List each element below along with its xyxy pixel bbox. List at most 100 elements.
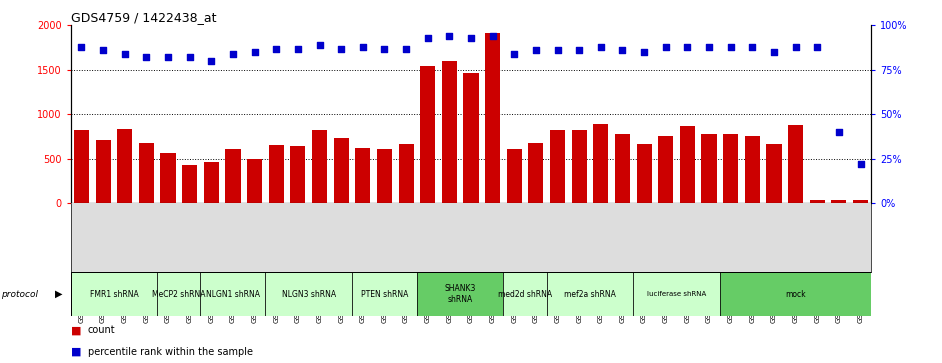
Point — [572, 48, 587, 53]
Bar — [810, 200, 825, 203]
Bar — [853, 200, 869, 203]
Point — [117, 51, 132, 57]
Bar — [117, 130, 132, 203]
Point — [788, 44, 804, 50]
Point — [723, 44, 739, 50]
Point — [247, 49, 262, 55]
Text: ■: ■ — [71, 325, 85, 335]
Bar — [507, 149, 522, 203]
Bar — [160, 154, 175, 203]
Bar — [355, 148, 370, 203]
Bar — [333, 138, 349, 203]
Text: med2d shRNA: med2d shRNA — [498, 290, 552, 298]
Bar — [377, 149, 392, 203]
Bar — [463, 73, 479, 203]
Point — [593, 44, 609, 50]
Text: NLGN1 shRNA: NLGN1 shRNA — [206, 290, 260, 298]
Bar — [420, 66, 435, 203]
Bar — [95, 140, 110, 203]
Text: count: count — [88, 325, 115, 335]
Point — [853, 161, 869, 167]
Bar — [442, 61, 457, 203]
Text: protocol: protocol — [1, 290, 38, 298]
Text: NLGN3 shRNA: NLGN3 shRNA — [282, 290, 335, 298]
Text: mef2a shRNA: mef2a shRNA — [564, 290, 616, 298]
Point — [507, 51, 522, 57]
Text: FMR1 shRNA: FMR1 shRNA — [89, 290, 138, 298]
Point — [398, 46, 414, 52]
Bar — [398, 144, 414, 203]
Bar — [615, 134, 630, 203]
FancyBboxPatch shape — [720, 272, 871, 316]
Point — [377, 46, 392, 52]
Bar — [788, 125, 804, 203]
Text: luciferase shRNA: luciferase shRNA — [647, 291, 706, 297]
Point — [680, 44, 695, 50]
Point — [333, 46, 349, 52]
FancyBboxPatch shape — [633, 272, 720, 316]
Text: mock: mock — [786, 290, 806, 298]
Bar — [73, 130, 89, 203]
Point — [355, 44, 370, 50]
Bar — [658, 136, 674, 203]
Bar — [290, 146, 305, 203]
Bar — [203, 162, 219, 203]
Point — [528, 48, 544, 53]
Point — [160, 54, 175, 60]
FancyBboxPatch shape — [352, 272, 417, 316]
Point — [225, 51, 240, 57]
Bar — [268, 144, 284, 203]
Point — [637, 49, 652, 55]
Point — [463, 35, 479, 41]
Point — [203, 58, 219, 64]
Point — [290, 46, 305, 52]
Point — [745, 44, 760, 50]
Point — [702, 44, 717, 50]
Bar — [745, 136, 760, 203]
Point — [312, 42, 327, 48]
Bar — [247, 159, 262, 203]
FancyBboxPatch shape — [503, 272, 546, 316]
Bar — [637, 144, 652, 203]
Bar — [831, 200, 847, 203]
Text: percentile rank within the sample: percentile rank within the sample — [88, 347, 252, 357]
Text: ▶: ▶ — [55, 289, 62, 299]
Point — [832, 129, 847, 135]
Point — [658, 44, 674, 50]
Point — [182, 54, 197, 60]
Point — [138, 54, 154, 60]
Bar — [528, 143, 544, 203]
Bar — [702, 134, 717, 203]
Point — [615, 48, 630, 53]
Point — [420, 35, 435, 41]
FancyBboxPatch shape — [71, 272, 157, 316]
FancyBboxPatch shape — [546, 272, 633, 316]
Text: GDS4759 / 1422438_at: GDS4759 / 1422438_at — [71, 11, 216, 24]
Point — [268, 46, 284, 52]
Point — [442, 33, 457, 39]
Point — [767, 49, 782, 55]
Text: MeCP2 shRNA: MeCP2 shRNA — [152, 290, 205, 298]
Bar — [550, 130, 565, 203]
Text: SHANK3
shRNA: SHANK3 shRNA — [445, 284, 476, 304]
Bar — [593, 124, 609, 203]
Bar — [723, 134, 739, 203]
Point — [485, 33, 500, 39]
Bar — [182, 165, 197, 203]
Bar — [138, 143, 154, 203]
Text: PTEN shRNA: PTEN shRNA — [361, 290, 408, 298]
Bar — [572, 130, 587, 203]
Bar — [485, 33, 500, 203]
Text: ■: ■ — [71, 347, 85, 357]
Point — [73, 44, 89, 50]
Bar — [312, 130, 327, 203]
Point — [550, 48, 565, 53]
Point — [810, 44, 825, 50]
Bar — [767, 144, 782, 203]
FancyBboxPatch shape — [417, 272, 503, 316]
FancyBboxPatch shape — [157, 272, 201, 316]
Bar — [680, 126, 695, 203]
FancyBboxPatch shape — [266, 272, 352, 316]
FancyBboxPatch shape — [201, 272, 266, 316]
Bar — [225, 149, 240, 203]
